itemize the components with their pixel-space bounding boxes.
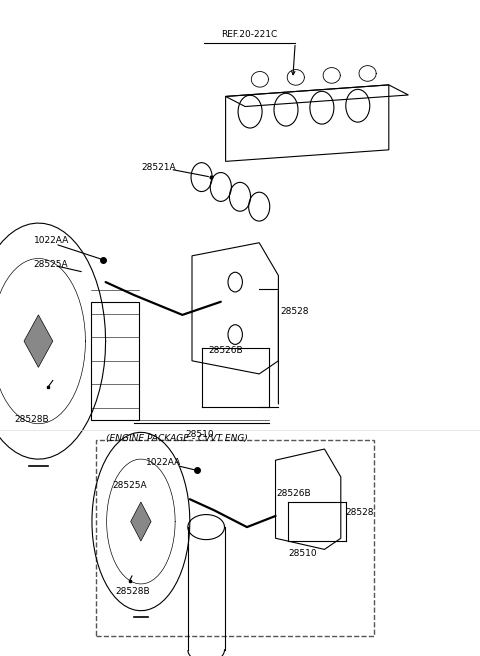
Text: 28528: 28528 xyxy=(346,508,374,518)
Polygon shape xyxy=(131,502,151,541)
Text: 28528B: 28528B xyxy=(14,415,49,424)
Text: (ENGINE PACKAGE - CVVT ENG): (ENGINE PACKAGE - CVVT ENG) xyxy=(106,434,248,443)
Text: 28525A: 28525A xyxy=(34,260,68,269)
Text: 28521A: 28521A xyxy=(142,163,176,172)
Text: 1022AA: 1022AA xyxy=(146,458,181,467)
Text: 1022AA: 1022AA xyxy=(34,236,69,245)
Bar xyxy=(96,440,374,636)
Polygon shape xyxy=(24,315,53,367)
Text: 28525A: 28525A xyxy=(113,481,147,490)
Text: 28510: 28510 xyxy=(288,549,317,558)
Text: 28526B: 28526B xyxy=(209,346,243,356)
Bar xyxy=(91,302,139,420)
Text: 28528B: 28528B xyxy=(115,587,150,596)
Text: 28526B: 28526B xyxy=(276,489,311,498)
Text: 28510: 28510 xyxy=(185,430,214,439)
Text: REF.20-221C: REF.20-221C xyxy=(221,30,278,39)
Text: 28528: 28528 xyxy=(281,307,309,316)
